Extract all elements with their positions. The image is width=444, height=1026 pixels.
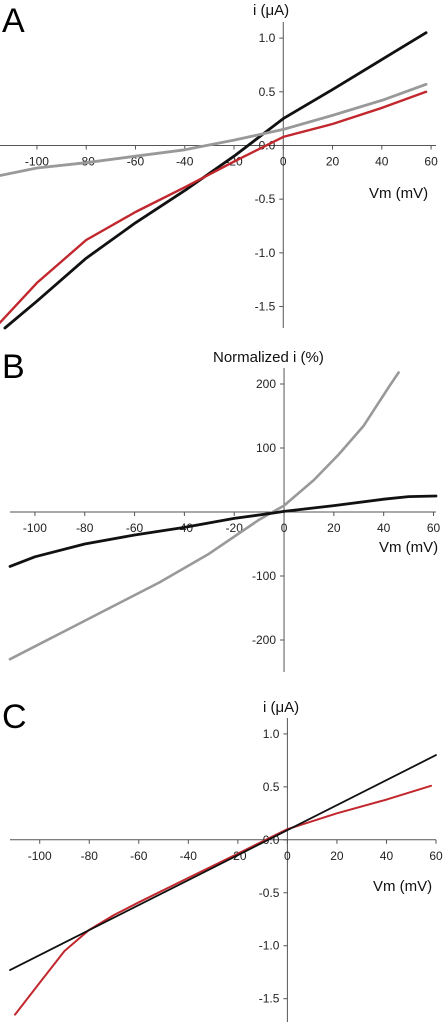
panel-a-series-line-2	[0, 90, 428, 324]
panel-b-y-tick-label: 100	[256, 441, 276, 455]
panel-a-series-line-1	[3, 31, 428, 330]
panel-a-y-tick-label: 1.0	[259, 31, 276, 45]
panel-c-y-tick-label: 1.0	[263, 727, 280, 741]
panel-a: A i (μA) Vm (mV) -100 -80 -60 -40 -20 0 20 40 60…	[0, 2, 438, 330]
panel-b-series-line-2	[8, 494, 438, 568]
panel-b-y-axis-label: Normalized i (%)	[213, 349, 324, 366]
panel-c-series-line-1	[14, 784, 432, 1016]
panel-c-y-tick-label: -1.0	[259, 939, 280, 953]
panel-c-x-tick-label: 20	[330, 849, 344, 863]
panel-c-x-tick-label: -100	[28, 849, 52, 863]
panel-b-x-axis-label: Vm (mV)	[379, 539, 438, 556]
panel-c-x-tick-label: 60	[429, 849, 443, 863]
panel-b-x-tick-label: -20	[226, 521, 244, 535]
panel-a-x-tick-label: 0	[280, 154, 287, 168]
panel-c-x-tick-label: -60	[130, 849, 148, 863]
panel-b-y-tick-label: -200	[252, 633, 276, 647]
panel-letter-a: A	[2, 2, 25, 40]
panel-b-x-tick-label: 20	[327, 521, 341, 535]
panel-a-y-tick-label: -1.0	[255, 246, 276, 260]
panel-c-y-tick-label: -0.5	[259, 886, 280, 900]
panel-c-plot: -100 -80 -60 -40 -20 0 20 40 601.00.50.0-0.5-1.0…	[9, 718, 443, 1022]
panel-a-x-tick-label: 40	[375, 154, 389, 168]
panel-c-x-tick-label: 0	[284, 849, 291, 863]
panel-c-x-tick-label: -80	[81, 849, 99, 863]
panel-b-x-tick-label: -80	[76, 521, 94, 535]
panel-b-x-tick-label: 40	[377, 521, 391, 535]
panel-c-y-tick-label: -1.5	[259, 992, 280, 1006]
panel-c: C i (μA) Vm (mV) -100 -80 -60 -40 -20 0 20 40 60…	[2, 698, 443, 1022]
panel-c-series-line-2	[9, 754, 437, 971]
panel-a-y-tick-label: 0.5	[259, 85, 276, 99]
panel-a-y-axis-label: i (μA)	[253, 2, 289, 19]
panel-c-x-tick-label: -40	[180, 849, 198, 863]
panel-b-y-tick-label: -100	[252, 569, 276, 583]
panel-c-x-tick-label: 40	[380, 849, 394, 863]
panel-c-x-axis-label: Vm (mV)	[373, 878, 432, 895]
panel-a-series-line-3	[0, 82, 428, 177]
panel-a-x-tick-label: 20	[326, 154, 340, 168]
panel-letter-b: B	[2, 348, 25, 386]
panel-a-x-tick-label: 60	[424, 154, 438, 168]
panel-a-x-tick-label: -40	[176, 154, 194, 168]
panel-b-y-tick-label: 200	[256, 377, 276, 391]
panel-a-y-tick-label: -1.5	[255, 300, 276, 314]
panel-a-x-tick-label: -100	[25, 154, 49, 168]
panel-a-y-tick-label: -0.5	[255, 192, 276, 206]
panel-b-x-tick-label: -100	[23, 521, 47, 535]
panel-a-x-axis-label: Vm (mV)	[369, 185, 428, 202]
panel-a-plot: -100 -80 -60 -40 -20 0 20 40 601.00.50.0-0.5-1.0…	[0, 22, 438, 330]
panel-b-series-line-1	[8, 371, 400, 661]
panel-letter-c: C	[2, 698, 27, 736]
panel-c-y-axis-label: i (μA)	[263, 699, 299, 716]
panel-b-x-tick-label: 60	[427, 521, 441, 535]
panel-b-x-tick-label: -60	[126, 521, 144, 535]
panel-c-y-tick-label: 0.5	[263, 780, 280, 794]
panel-b-x-tick-label: 0	[281, 521, 288, 535]
panel-b: B Normalized i (%) Vm (mV) -100 -80 -60 -40…	[2, 348, 441, 672]
